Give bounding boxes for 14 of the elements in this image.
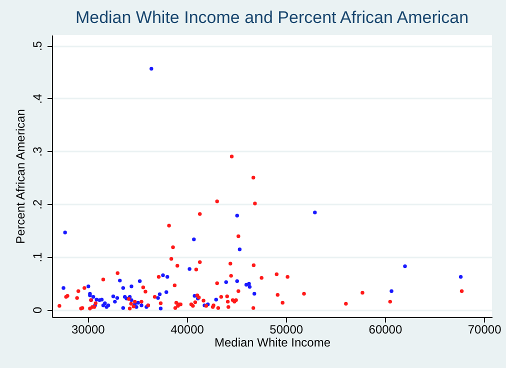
y-tick-label: .5 (30, 40, 44, 52)
x-tick-label: 60000 (368, 322, 402, 336)
x-tick-label: 40000 (170, 322, 204, 336)
chart-title: Median White Income and Percent African American (75, 8, 469, 27)
y-tick-label: .3 (30, 146, 44, 157)
y-tick-label: 0 (30, 306, 44, 314)
y-tick-label: .1 (30, 252, 44, 262)
x-tick-label: 30000 (71, 322, 106, 336)
y-axis-title: Percent African American (14, 109, 28, 244)
y-tick-label: .2 (30, 199, 44, 210)
x-axis-title: Median White Income (214, 336, 331, 350)
y-tick-label: .4 (30, 94, 44, 104)
x-tick-label: 50000 (270, 322, 304, 336)
x-tick-label: 70000 (468, 322, 502, 336)
